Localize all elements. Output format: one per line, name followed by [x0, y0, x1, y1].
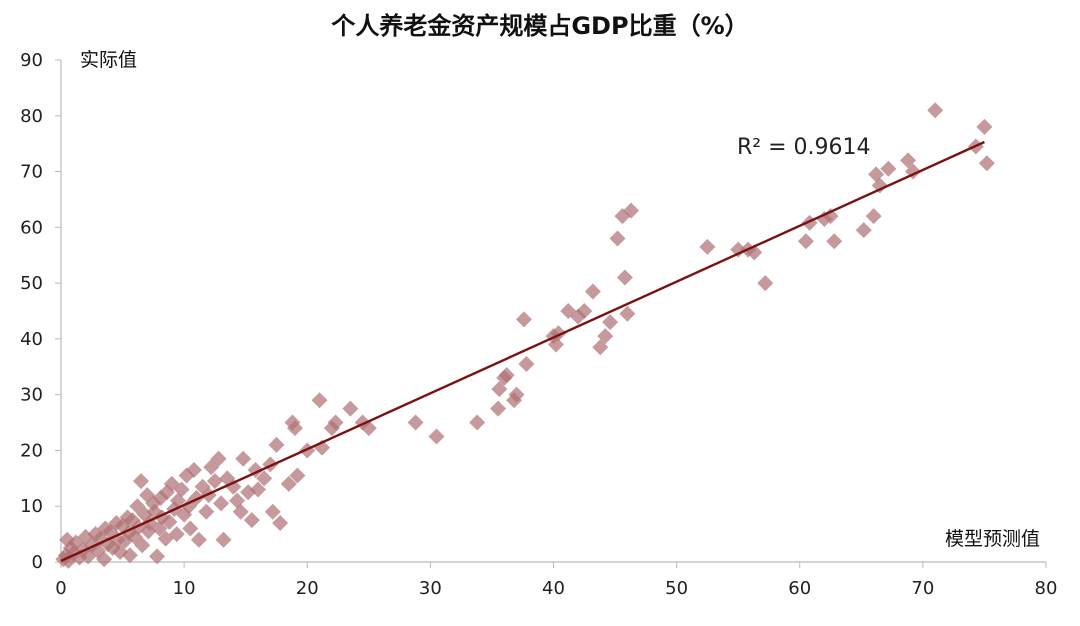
scatter-point	[272, 514, 289, 531]
scatter-point	[491, 381, 508, 398]
scatter-point	[149, 548, 166, 565]
scatter-point	[469, 414, 486, 431]
scatter-point	[797, 233, 814, 250]
scatter-point	[730, 241, 747, 258]
scatter-point	[826, 233, 843, 250]
x-axis-label: 模型预测值	[945, 528, 1040, 550]
y-tick-label: 70	[20, 162, 43, 183]
scatter-point	[576, 303, 593, 319]
scatter-point	[342, 400, 359, 417]
scatter-point	[623, 202, 640, 219]
scatter-point	[597, 328, 614, 345]
axis-labels: 实际值 模型预测值 R² = 0.9614	[80, 49, 1040, 550]
scatter-point	[121, 547, 138, 564]
scatter-point	[699, 238, 716, 255]
scatter-point	[235, 450, 252, 467]
scatter-point	[206, 473, 223, 490]
scatter-point	[151, 520, 168, 537]
scatter-point	[59, 531, 76, 548]
scatter-point	[250, 481, 266, 498]
scatter-point	[256, 470, 273, 487]
scatter-point	[871, 177, 888, 194]
scatter-point	[198, 503, 215, 520]
scatter-point	[428, 428, 445, 445]
scatter-point	[609, 230, 626, 247]
scatter-point	[880, 160, 897, 177]
scatter-point	[407, 414, 424, 431]
x-tick-label: 80	[1035, 578, 1058, 599]
scatter-point	[264, 503, 281, 520]
scatter-point	[134, 537, 151, 554]
y-tick-label: 90	[20, 50, 43, 71]
scatter-point	[286, 420, 303, 437]
scatter-point	[602, 314, 619, 331]
x-tick-label: 30	[419, 578, 442, 599]
y-tick-label: 40	[20, 329, 43, 350]
x-tick-label: 70	[911, 578, 934, 599]
y-tick-label: 80	[20, 106, 43, 127]
scatter-point	[855, 222, 872, 239]
scatter-point	[210, 450, 227, 467]
scatter-point	[215, 531, 232, 548]
scatter-point	[190, 531, 207, 548]
scatter-point	[243, 512, 260, 529]
scatter-point	[757, 275, 774, 292]
y-axis-label: 实际值	[80, 49, 137, 71]
y-tick-label: 0	[32, 552, 43, 573]
chart-title: 个人养老金资产规模占GDP比重（%）	[331, 12, 748, 40]
scatter-point	[182, 520, 199, 537]
x-tick-label: 50	[665, 578, 688, 599]
x-tick-label: 40	[542, 578, 565, 599]
scatter-point	[508, 386, 525, 403]
scatter-point	[592, 339, 609, 356]
scatter-point	[185, 461, 202, 478]
scatter-point	[280, 475, 297, 492]
x-tick-label: 0	[55, 578, 66, 599]
scatter-point	[161, 513, 178, 530]
y-tick-label: 20	[20, 440, 43, 461]
trendline	[60, 140, 985, 562]
scatter-point	[490, 400, 507, 417]
scatter-point	[619, 305, 636, 322]
r-squared-annotation: R² = 0.9614	[737, 135, 871, 160]
y-tick-label: 60	[20, 217, 43, 238]
scatter-point	[822, 208, 839, 225]
scatter-point	[927, 102, 944, 119]
scatter-point	[268, 436, 285, 453]
scatter-point	[518, 355, 535, 372]
y-tick-label: 30	[20, 385, 43, 406]
scatter-point	[168, 526, 185, 543]
scatter-point	[311, 392, 328, 409]
scatter-point	[498, 367, 515, 384]
scatter-point	[173, 481, 190, 498]
scatter-point	[547, 336, 564, 353]
scatter-point	[900, 152, 917, 169]
scatter-point	[584, 283, 601, 300]
scatter-point	[978, 155, 995, 172]
scatter-point	[865, 208, 882, 225]
scatter-point	[616, 269, 633, 286]
x-tick-label: 20	[296, 578, 319, 599]
trendline-group	[60, 140, 985, 562]
scatter-point	[976, 118, 993, 135]
scatter-point	[112, 543, 129, 560]
x-tick-label: 10	[173, 578, 196, 599]
scatter-point	[232, 503, 249, 520]
scatter-point	[213, 495, 230, 512]
scatter-point	[289, 467, 306, 484]
scatter-point	[96, 551, 113, 568]
x-tick-label: 60	[788, 578, 811, 599]
scatter-point	[133, 473, 150, 490]
y-tick-label: 10	[20, 496, 43, 517]
y-tick-label: 50	[20, 273, 43, 294]
scatter-point	[225, 478, 242, 495]
scatter-point	[515, 311, 532, 328]
scatter-point	[327, 414, 344, 431]
axes: 0 10 20 30 40 50 60 70 80 0 10 20 30 40 50 60 70 80 90	[20, 50, 1057, 599]
